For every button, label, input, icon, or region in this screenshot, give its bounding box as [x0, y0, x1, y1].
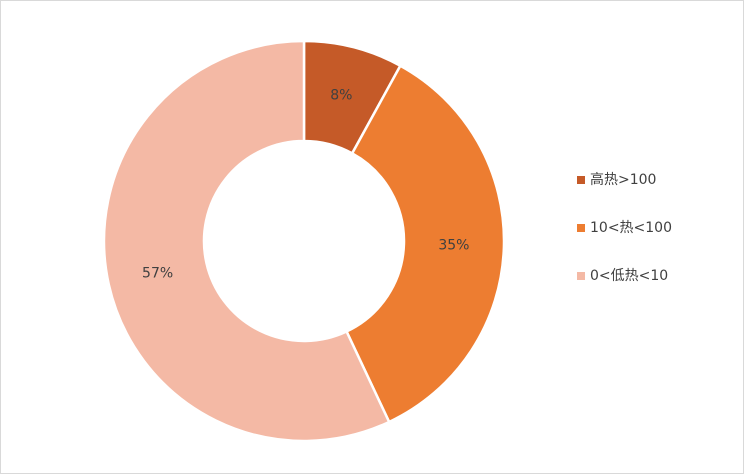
data-label: 35% [438, 238, 469, 254]
legend-label: 10<热<100 [590, 220, 672, 236]
data-label: 8% [330, 88, 352, 104]
data-label: 57% [142, 266, 173, 282]
legend-swatch [577, 224, 585, 232]
legend-label: 高热>100 [590, 171, 656, 188]
donut-slice [102, 39, 391, 443]
legend-swatch [577, 272, 585, 280]
legend-label: 0<低热<10 [590, 268, 668, 284]
donut-slice [344, 64, 506, 424]
legend-swatch [577, 176, 585, 184]
